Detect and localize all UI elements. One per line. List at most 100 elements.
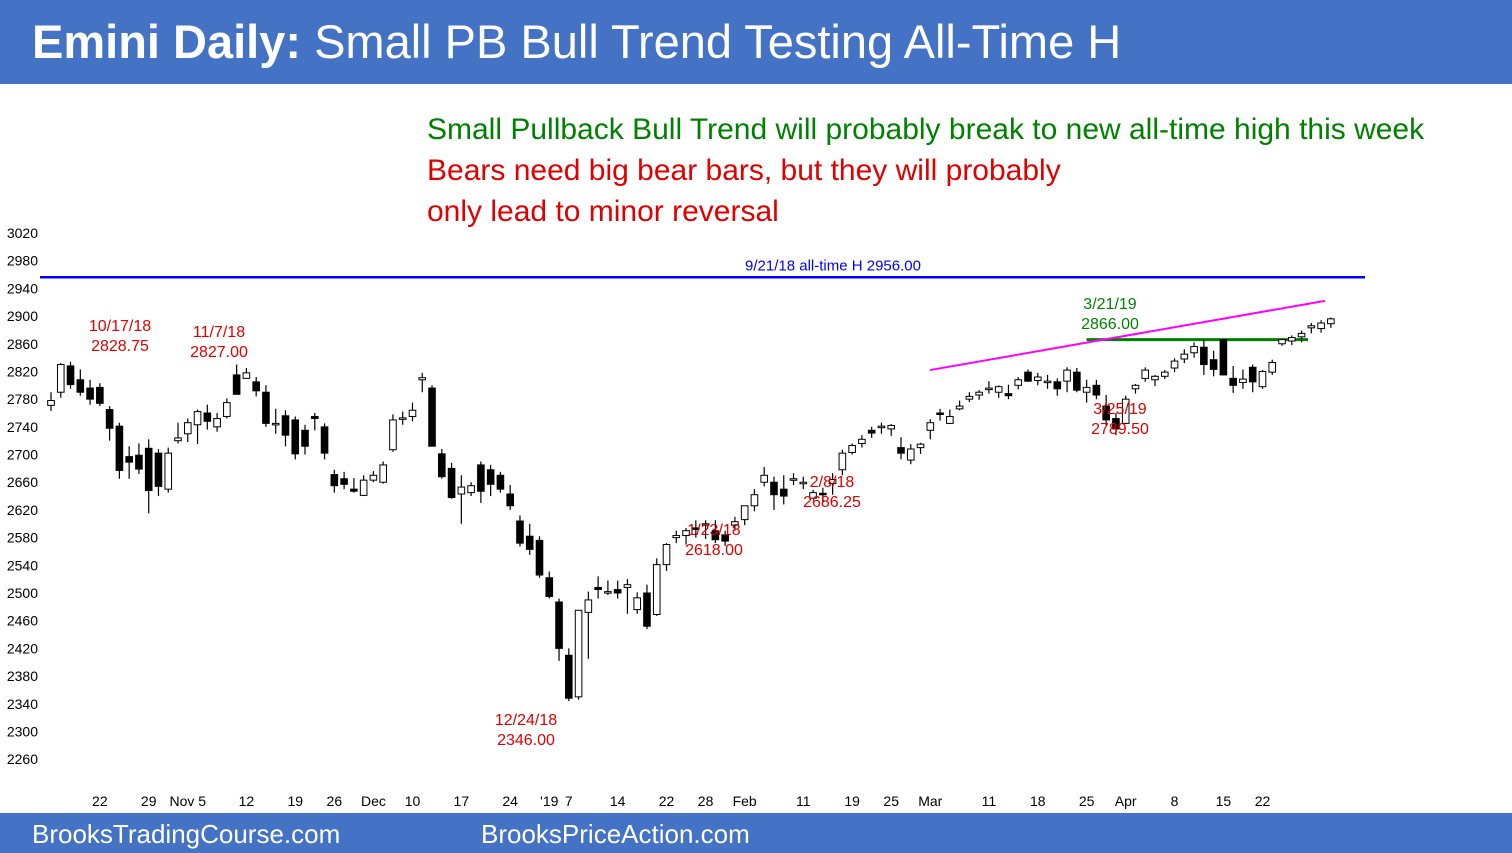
bear-candle xyxy=(1004,393,1013,397)
bear-candle xyxy=(86,387,94,400)
bull-candle xyxy=(760,474,769,483)
bear-candle xyxy=(252,381,260,392)
y-tick-label: 2820 xyxy=(7,363,38,379)
x-tick-label: 7 xyxy=(565,793,573,809)
bull-candle xyxy=(946,415,954,424)
bear-candle xyxy=(447,467,456,498)
bull-candle xyxy=(574,609,583,698)
bear-candle xyxy=(154,452,163,487)
bear-candle xyxy=(1102,405,1110,421)
y-tick-label: 2900 xyxy=(7,308,38,324)
bull-candle xyxy=(271,422,280,426)
swing-annotation: 10/17/18 xyxy=(89,318,151,335)
swing-annotation: 1/23/18 xyxy=(687,522,740,539)
y-tick-label: 3020 xyxy=(7,225,38,241)
note-bull-trend: Small Pullback Bull Trend will probably … xyxy=(427,113,1425,146)
swing-annotation: 2789.50 xyxy=(1091,421,1149,438)
bear-candle xyxy=(721,534,729,542)
x-tick-label: 25 xyxy=(883,793,899,809)
bull-candle xyxy=(1043,380,1052,384)
bull-candle xyxy=(906,448,915,461)
swing-annotation: 2686.25 xyxy=(803,494,861,511)
bull-candle xyxy=(994,386,1003,393)
bear-candle xyxy=(291,419,300,455)
bull-candle xyxy=(379,464,387,483)
x-tick-label: '19 xyxy=(540,793,558,809)
bull-candle xyxy=(672,535,681,539)
bear-candle xyxy=(936,412,944,415)
x-tick-label: 10 xyxy=(405,793,421,809)
bull-candle xyxy=(809,492,817,499)
y-tick-label: 2660 xyxy=(7,474,38,490)
bull-candle xyxy=(193,411,202,426)
bull-candle xyxy=(604,591,612,594)
bear-candle xyxy=(1024,371,1032,382)
bear-candle xyxy=(105,409,114,429)
bull-candle xyxy=(633,597,642,611)
bull-candle xyxy=(731,521,739,526)
title-banner: Emini Daily: Small PB Bull Trend Testing… xyxy=(0,0,1512,84)
x-tick-label: 8 xyxy=(1171,793,1179,809)
bull-candle xyxy=(1033,376,1042,381)
y-tick-label: 2780 xyxy=(7,391,38,407)
bull-candle xyxy=(359,479,368,496)
title-rest: Small PB Bull Trend Testing All-Time H xyxy=(314,15,1122,68)
x-tick-label: 11 xyxy=(796,793,811,809)
bear-candle xyxy=(125,456,133,463)
bull-candle xyxy=(457,486,466,495)
candlestick-chart: 3020 2980 2940 2900 2860 2820 2780 2740 2700 2660… xyxy=(7,225,1365,809)
bear-candle xyxy=(1229,377,1237,386)
x-tick-label: 28 xyxy=(698,793,714,809)
bear-candle xyxy=(350,488,358,492)
bull-candle xyxy=(398,417,407,420)
bear-candle xyxy=(1219,339,1228,376)
bull-candle xyxy=(47,400,55,406)
page-title: Emini Daily: Small PB Bull Trend Testing… xyxy=(32,14,1121,69)
swing-annotation: 2866.00 xyxy=(1081,316,1139,333)
bull-candle xyxy=(183,422,192,435)
bull-candle xyxy=(1287,337,1296,342)
bull-candle xyxy=(369,474,378,481)
y-tick-label: 2260 xyxy=(7,751,38,767)
bear-candle xyxy=(262,391,270,424)
bear-candle xyxy=(565,654,573,699)
note-bears-line1: Bears need big bear bars, but they will … xyxy=(427,154,1061,187)
bull-candle xyxy=(848,445,856,453)
footer-left-link[interactable]: BrooksTradingCourse.com xyxy=(32,819,341,849)
bear-candle xyxy=(1092,384,1101,396)
bull-candle xyxy=(223,402,231,417)
bull-candle xyxy=(584,599,593,613)
footer-right-link[interactable]: BrooksPriceAction.com xyxy=(481,819,750,849)
bull-candle xyxy=(1131,384,1140,390)
swing-annotation: 11/7/18 xyxy=(193,324,245,341)
bear-candle xyxy=(1209,359,1218,370)
bull-candle xyxy=(389,419,397,451)
y-tick-label: 2580 xyxy=(7,530,38,546)
y-tick-label: 2940 xyxy=(7,280,38,296)
bull-candle xyxy=(623,584,632,588)
bear-candle xyxy=(525,535,534,550)
bull-candle xyxy=(1082,386,1091,393)
x-tick-label: Mar xyxy=(918,793,942,809)
x-tick-label: 14 xyxy=(610,793,626,809)
bear-candle xyxy=(1073,371,1081,391)
x-tick-label: 25 xyxy=(1079,793,1095,809)
x-tick-label: 29 xyxy=(141,793,157,809)
bull-candle xyxy=(662,544,671,566)
x-tick-label: 22 xyxy=(1255,793,1271,809)
y-tick-label: 2620 xyxy=(7,502,38,518)
bull-candle xyxy=(418,377,427,381)
x-tick-label: 15 xyxy=(1216,793,1232,809)
bear-candle xyxy=(1053,381,1062,390)
bear-candle xyxy=(516,520,524,544)
swing-annotation: 2828.75 xyxy=(91,338,149,355)
x-tick-label: 19 xyxy=(287,793,303,809)
bull-candle xyxy=(467,485,475,494)
bull-candle xyxy=(1180,353,1189,360)
bear-candle xyxy=(1200,346,1208,366)
bear-candle xyxy=(692,527,700,530)
bear-candle xyxy=(819,492,827,496)
bull-candle xyxy=(965,395,974,400)
bull-candle xyxy=(701,523,710,526)
bear-candle xyxy=(340,478,348,485)
